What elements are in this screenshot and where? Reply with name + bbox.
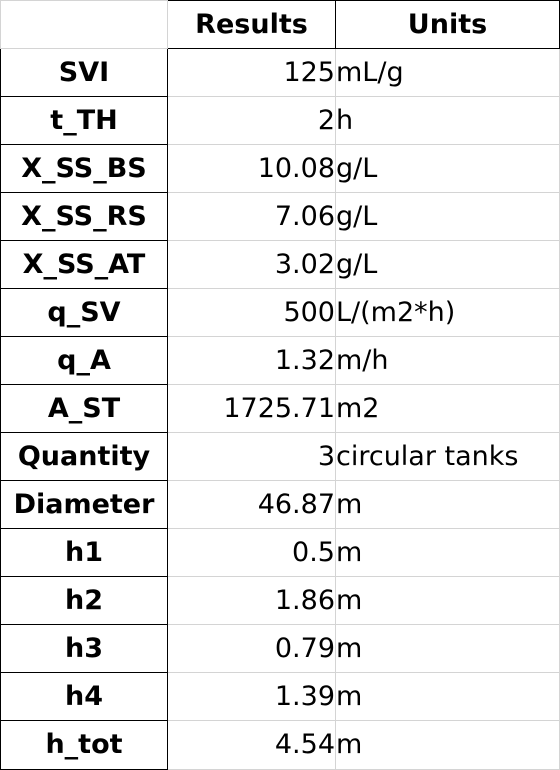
table-row: t_TH 2 h — [0, 96, 560, 145]
result-value-cell[interactable]: 1.86 — [167, 576, 336, 625]
parameter-name-cell[interactable]: X_SS_RS — [0, 192, 168, 241]
unit-cell[interactable]: m — [335, 528, 560, 577]
table-row: SVI 125 mL/g — [0, 48, 560, 97]
unit-cell[interactable]: mL/g — [335, 48, 560, 97]
result-value-cell[interactable]: 46.87 — [167, 480, 336, 529]
result-value-cell[interactable]: 1725.71 — [167, 384, 336, 433]
parameter-name-cell[interactable]: t_TH — [0, 96, 168, 145]
result-value-cell[interactable]: 125 — [167, 48, 336, 97]
header-units[interactable]: Units — [335, 0, 560, 49]
header-results[interactable]: Results — [167, 0, 336, 49]
table-row: q_A 1.32 m/h — [0, 336, 560, 385]
unit-cell[interactable]: m2 — [335, 384, 560, 433]
result-value-cell[interactable]: 4.54 — [167, 720, 336, 770]
parameter-name-cell[interactable]: q_SV — [0, 288, 168, 337]
unit-cell[interactable]: m — [335, 480, 560, 529]
parameter-name-cell[interactable]: h2 — [0, 576, 168, 625]
result-value-cell[interactable]: 1.32 — [167, 336, 336, 385]
table-row: h2 1.86 m — [0, 576, 560, 625]
parameter-name-cell[interactable]: h4 — [0, 672, 168, 721]
unit-cell[interactable]: m — [335, 672, 560, 721]
parameter-name-cell[interactable]: h1 — [0, 528, 168, 577]
unit-cell[interactable]: m — [335, 624, 560, 673]
parameter-name-cell[interactable]: A_ST — [0, 384, 168, 433]
table-row: X_SS_BS 10.08 g/L — [0, 144, 560, 193]
unit-cell[interactable]: L/(m2*h) — [335, 288, 560, 337]
table-row: h1 0.5 m — [0, 528, 560, 577]
unit-cell[interactable]: g/L — [335, 144, 560, 193]
unit-cell[interactable]: m/h — [335, 336, 560, 385]
header-blank-cell[interactable] — [0, 0, 168, 49]
result-value-cell[interactable]: 0.5 — [167, 528, 336, 577]
table-row: h3 0.79 m — [0, 624, 560, 673]
unit-cell[interactable]: m — [335, 576, 560, 625]
result-value-cell[interactable]: 3.02 — [167, 240, 336, 289]
table-row: Quantity 3 circular tanks — [0, 432, 560, 481]
result-value-cell[interactable]: 7.06 — [167, 192, 336, 241]
table-row: X_SS_AT 3.02 g/L — [0, 240, 560, 289]
parameter-name-cell[interactable]: q_A — [0, 336, 168, 385]
result-value-cell[interactable]: 2 — [167, 96, 336, 145]
parameter-name-cell[interactable]: X_SS_AT — [0, 240, 168, 289]
table-row: h4 1.39 m — [0, 672, 560, 721]
parameter-name-cell[interactable]: h3 — [0, 624, 168, 673]
table-row: q_SV 500 L/(m2*h) — [0, 288, 560, 337]
result-value-cell[interactable]: 10.08 — [167, 144, 336, 193]
unit-cell[interactable]: g/L — [335, 192, 560, 241]
header-row: Results Units — [0, 0, 560, 49]
parameter-name-cell[interactable]: h_tot — [0, 720, 168, 770]
unit-cell[interactable]: h — [335, 96, 560, 145]
result-value-cell[interactable]: 1.39 — [167, 672, 336, 721]
result-value-cell[interactable]: 0.79 — [167, 624, 336, 673]
table-row: Diameter 46.87 m — [0, 480, 560, 529]
table-row: A_ST 1725.71 m2 — [0, 384, 560, 433]
parameter-name-cell[interactable]: Quantity — [0, 432, 168, 481]
parameter-name-cell[interactable]: X_SS_BS — [0, 144, 168, 193]
result-value-cell[interactable]: 3 — [167, 432, 336, 481]
parameter-name-cell[interactable]: Diameter — [0, 480, 168, 529]
table-row: X_SS_RS 7.06 g/L — [0, 192, 560, 241]
parameter-name-cell[interactable]: SVI — [0, 48, 168, 97]
result-value-cell[interactable]: 500 — [167, 288, 336, 337]
unit-cell[interactable]: g/L — [335, 240, 560, 289]
unit-cell[interactable]: circular tanks — [335, 432, 560, 481]
unit-cell[interactable]: m — [335, 720, 560, 770]
table-row: h_tot 4.54 m — [0, 720, 560, 770]
